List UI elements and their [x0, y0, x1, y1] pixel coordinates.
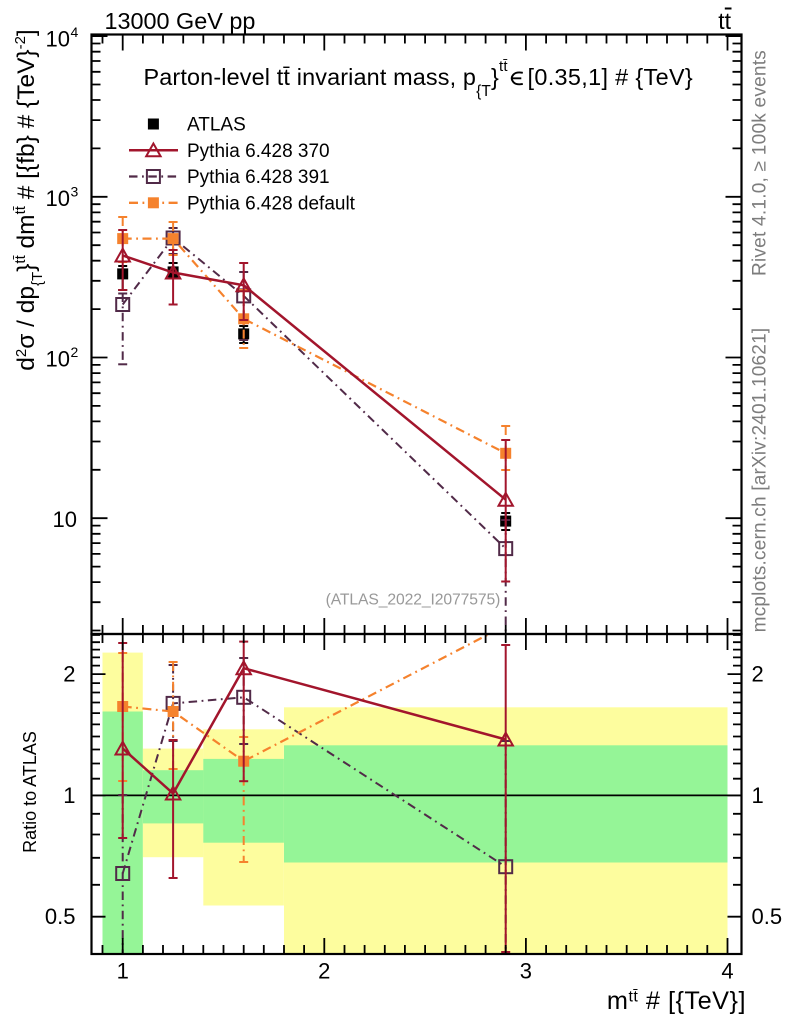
svg-text:10: 10 — [53, 507, 77, 532]
svg-text:1: 1 — [63, 783, 75, 808]
svg-text:Rivet 4.1.0, ≥ 100k events: Rivet 4.1.0, ≥ 100k events — [750, 50, 771, 276]
svg-text:4: 4 — [71, 24, 79, 40]
svg-text:1: 1 — [117, 959, 129, 984]
svg-text:mcplots.cern.ch [arXiv:2401.10: mcplots.cern.ch [arXiv:2401.10621] — [750, 328, 771, 633]
svg-text:tt: tt — [718, 8, 731, 34]
svg-text:13000 GeV pp: 13000 GeV pp — [105, 8, 256, 34]
svg-text:Pythia 6.428 391: Pythia 6.428 391 — [187, 167, 330, 188]
svg-text:2: 2 — [752, 662, 764, 687]
svg-text:10: 10 — [46, 346, 70, 371]
svg-text:2: 2 — [71, 344, 79, 360]
svg-text:Pythia 6.428 default: Pythia 6.428 default — [187, 194, 356, 215]
svg-text:1: 1 — [752, 783, 764, 808]
svg-text:Ratio to ATLAS: Ratio to ATLAS — [20, 731, 40, 853]
svg-text:0.5: 0.5 — [752, 904, 783, 929]
svg-text:Pythia 6.428 370: Pythia 6.428 370 — [187, 141, 330, 162]
svg-text:0.5: 0.5 — [45, 904, 76, 929]
svg-text:2: 2 — [63, 662, 75, 687]
svg-text:(ATLAS_2022_I2077575): (ATLAS_2022_I2077575) — [326, 592, 501, 609]
svg-text:10: 10 — [46, 186, 70, 211]
svg-text:10: 10 — [46, 27, 70, 52]
svg-text:[0.35,1] # {TeV}: [0.35,1] # {TeV} — [528, 64, 694, 90]
svg-text:4: 4 — [721, 959, 733, 984]
svg-text:ATLAS: ATLAS — [187, 115, 246, 136]
svg-text:mtt̄ # [{TeV}]: mtt̄ # [{TeV}] — [607, 987, 746, 1015]
svg-text:2: 2 — [318, 959, 330, 984]
svg-text:3: 3 — [520, 959, 532, 984]
svg-text:3: 3 — [71, 184, 79, 200]
